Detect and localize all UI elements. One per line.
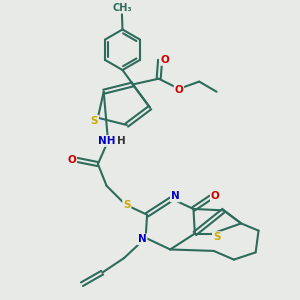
Text: O: O	[160, 55, 169, 65]
Text: N: N	[171, 191, 180, 202]
Text: O: O	[68, 155, 76, 165]
Text: O: O	[175, 85, 183, 95]
Text: S: S	[213, 232, 220, 242]
Text: O: O	[211, 191, 220, 201]
Text: N: N	[138, 234, 147, 244]
Text: CH₃: CH₃	[112, 3, 132, 13]
Text: H: H	[117, 136, 125, 146]
Text: S: S	[123, 200, 130, 210]
Text: NH: NH	[98, 136, 115, 146]
Text: S: S	[91, 116, 98, 126]
